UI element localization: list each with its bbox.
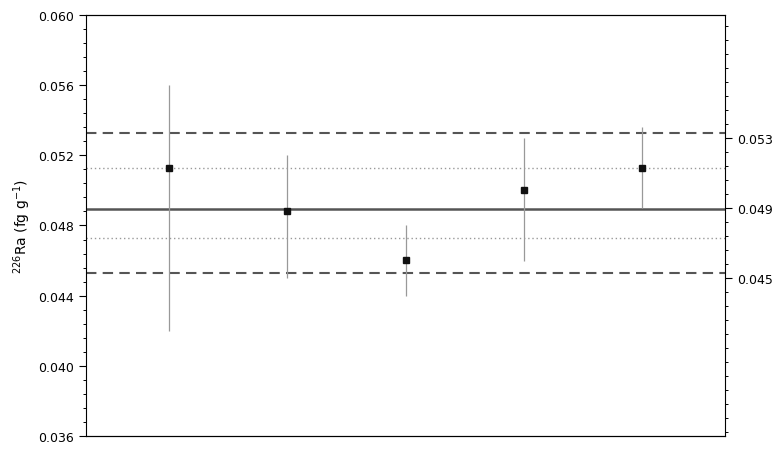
Y-axis label: $^{226}$Ra (fg g$^{-1}$): $^{226}$Ra (fg g$^{-1}$)	[11, 179, 33, 273]
